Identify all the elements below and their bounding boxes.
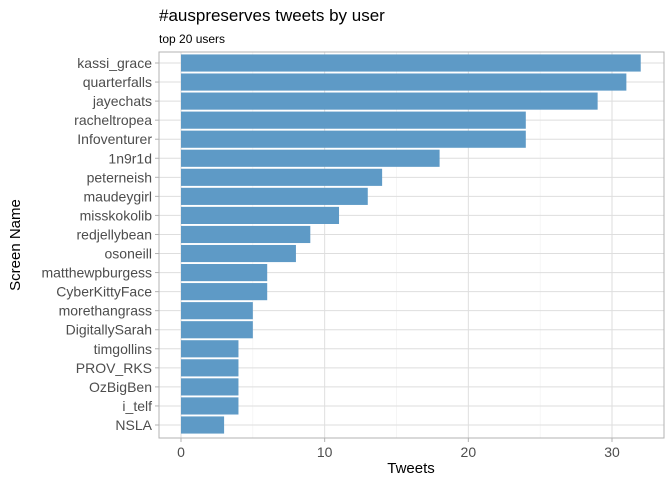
y-tick-label: OzBigBen <box>89 379 152 395</box>
bar-peterneish <box>181 169 382 186</box>
bar-matthewpburgess <box>181 264 267 281</box>
bar-kassi-grace <box>181 54 641 71</box>
y-tick-label: morethangrass <box>59 303 152 319</box>
y-tick-label: osoneill <box>105 246 152 262</box>
bar-prov-rks <box>181 359 238 376</box>
y-tick-labels: kassi_grace quarterfalls jayechats racheltr… <box>41 55 152 433</box>
bar-osoneill <box>181 245 296 262</box>
y-tick-label: misskokolib <box>80 207 153 223</box>
bar-timgollins <box>181 340 238 357</box>
y-tick-label: kassi_grace <box>77 55 152 71</box>
y-tick-label: timgollins <box>94 341 152 357</box>
y-tick-label: matthewpburgess <box>41 265 152 281</box>
bar-maudeygirl <box>181 188 368 205</box>
chart-subtitle: top 20 users <box>159 32 225 46</box>
x-axis-title: Tweets <box>387 460 435 477</box>
chart-title: #auspreserves tweets by user <box>159 6 385 25</box>
y-tick-label: quarterfalls <box>83 74 152 90</box>
bar-misskokolib <box>181 207 339 224</box>
x-tick-label: 0 <box>177 444 185 460</box>
x-tick-label: 10 <box>317 444 333 460</box>
bar-ozbigben <box>181 378 238 395</box>
y-tick-label: peterneish <box>87 169 152 185</box>
y-tick-label: i_telf <box>122 398 152 414</box>
bar-morethangrass <box>181 302 253 319</box>
x-tick-label: 20 <box>461 444 477 460</box>
bar-nsla <box>181 416 224 433</box>
bar-quarterfalls <box>181 73 626 90</box>
bar-cyberkittyface <box>181 283 267 300</box>
y-tick-label: redjellybean <box>77 226 153 242</box>
bar-1n9r1d <box>181 150 440 167</box>
y-tick-label: NSLA <box>115 417 152 433</box>
x-tick-label: 30 <box>604 444 620 460</box>
y-axis-title: Screen Name <box>7 199 24 291</box>
y-tick-label: DigitallySarah <box>66 322 152 338</box>
bar-digitallysarah <box>181 321 253 338</box>
bar-infoventurer <box>181 131 526 148</box>
bar-jayechats <box>181 93 598 110</box>
y-tick-label: PROV_RKS <box>76 360 152 376</box>
y-tick-label: 1n9r1d <box>108 150 152 166</box>
bar-redjellybean <box>181 226 310 243</box>
y-tick-label: CyberKittyFace <box>56 284 152 300</box>
x-tick-labels: 0 10 20 30 <box>177 444 620 460</box>
y-tick-label: Infoventurer <box>77 131 152 147</box>
bar-layer <box>181 54 641 433</box>
y-tick-label: jayechats <box>92 93 152 109</box>
bar-i-telf <box>181 397 238 414</box>
y-tick-label: maudeygirl <box>84 188 152 204</box>
y-tick-label: racheltropea <box>74 112 152 128</box>
bar-racheltropea <box>181 112 526 129</box>
